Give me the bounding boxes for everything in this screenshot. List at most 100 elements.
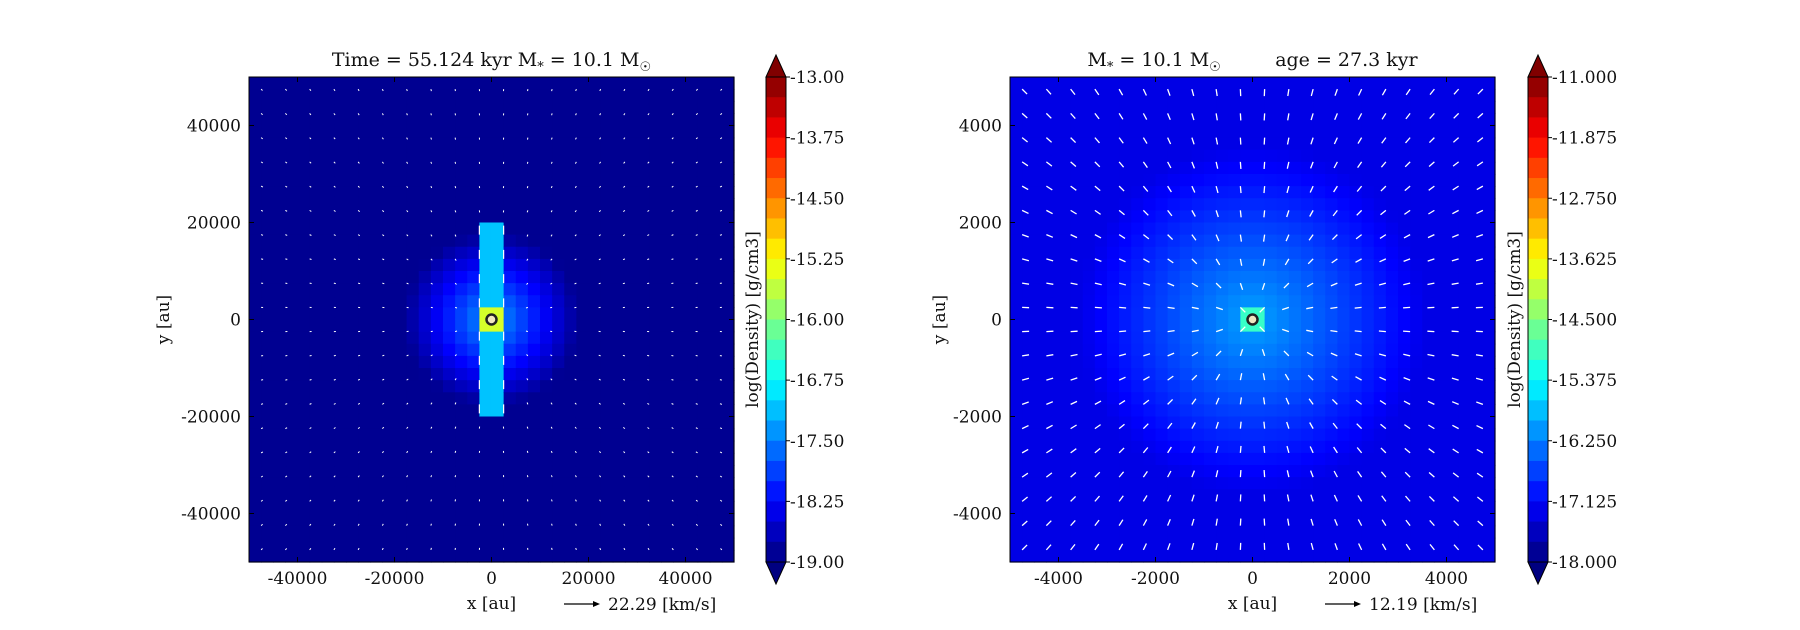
density-cell	[467, 271, 480, 284]
density-cell	[1107, 343, 1120, 357]
density-cell	[261, 258, 274, 272]
density-cell	[309, 452, 323, 466]
density-cell	[1107, 380, 1120, 393]
density-cell	[1458, 525, 1472, 539]
density-cell	[564, 392, 577, 405]
velocity-arrow	[1310, 137, 1314, 145]
density-cell	[406, 101, 420, 114]
density-cell	[1252, 537, 1266, 551]
density-cell	[370, 525, 383, 539]
density-cell	[1010, 222, 1023, 236]
density-cell	[1410, 161, 1423, 175]
velocity-arrow	[1333, 185, 1338, 193]
velocity-arrow	[647, 258, 650, 261]
density-cell	[1482, 295, 1496, 308]
velocity-arrow	[695, 499, 698, 502]
density-cell	[443, 440, 456, 454]
density-cell	[661, 416, 674, 430]
density-cell	[261, 525, 274, 539]
velocity-arrow	[309, 451, 312, 454]
density-cell	[721, 368, 735, 381]
density-cell	[588, 525, 602, 539]
density-cell	[588, 149, 602, 163]
density-cell	[709, 174, 723, 187]
density-cell	[479, 283, 493, 296]
density-cell	[309, 234, 323, 248]
density-cell	[1276, 125, 1290, 139]
density-cell	[1325, 343, 1338, 357]
density-cell	[1094, 149, 1108, 163]
density-cell	[1446, 319, 1460, 333]
density-cell	[1458, 380, 1472, 393]
density-cell	[1385, 101, 1399, 114]
density-cell	[1337, 89, 1351, 102]
density-cell	[624, 210, 638, 224]
velocity-arrow	[260, 113, 263, 116]
density-cell	[1313, 271, 1326, 284]
velocity-arrow	[333, 427, 336, 430]
density-cell	[321, 89, 335, 102]
y-tick-label: 0	[230, 311, 241, 331]
density-cell	[564, 513, 577, 527]
density-cell	[1337, 101, 1351, 114]
density-cell	[1022, 343, 1035, 357]
density-cell	[1034, 392, 1047, 405]
density-cell	[527, 186, 541, 199]
velocity-arrow	[1239, 210, 1242, 218]
density-cell	[394, 525, 408, 539]
density-cell	[527, 513, 541, 527]
velocity-arrow	[1333, 161, 1338, 169]
density-cell	[1276, 549, 1290, 563]
density-cell	[564, 198, 577, 211]
velocity-arrow	[1281, 328, 1290, 333]
density-cell	[285, 537, 299, 551]
density-cell	[1482, 198, 1496, 211]
density-cell	[1325, 380, 1338, 393]
density-cell	[430, 428, 444, 442]
velocity-arrow	[1094, 424, 1101, 430]
density-cell	[1058, 174, 1072, 187]
density-cell	[358, 113, 371, 127]
velocity-arrow	[1070, 472, 1077, 478]
velocity-arrow	[1358, 88, 1363, 96]
density-cell	[1034, 101, 1047, 114]
density-cell	[455, 525, 468, 539]
density-cell	[1410, 537, 1423, 551]
velocity-arrow	[1379, 258, 1387, 263]
velocity-arrow	[1309, 185, 1314, 193]
density-cell	[1216, 113, 1229, 127]
density-cell	[1373, 149, 1387, 163]
density-cell	[1010, 380, 1023, 393]
density-cell	[1349, 537, 1363, 551]
density-cell	[467, 440, 480, 454]
density-cell	[1179, 283, 1193, 296]
density-cell	[297, 368, 311, 381]
velocity-arrow	[1330, 352, 1338, 357]
density-cell	[1313, 101, 1326, 114]
density-cell	[540, 392, 553, 405]
colorbar-segment	[766, 481, 786, 502]
density-cell	[1301, 113, 1314, 127]
density-cell	[1228, 89, 1241, 102]
density-cell	[552, 258, 565, 272]
density-cell	[1143, 452, 1157, 466]
density-cell	[540, 283, 553, 296]
density-cell	[540, 161, 553, 175]
colorbar-segment	[766, 238, 786, 260]
density-cell	[309, 149, 323, 163]
velocity-arrow	[1477, 88, 1484, 95]
velocity-arrow	[575, 88, 577, 92]
density-cell	[503, 513, 517, 527]
density-cell	[564, 89, 577, 102]
density-cell	[394, 537, 408, 551]
density-cell	[649, 271, 662, 284]
density-cell	[624, 355, 638, 369]
density-cell	[540, 271, 553, 284]
density-cell	[1094, 174, 1108, 187]
density-cell	[479, 89, 493, 102]
density-cell	[1482, 101, 1496, 114]
density-cell	[1434, 271, 1448, 284]
density-cell	[455, 101, 468, 114]
density-cell	[1337, 222, 1351, 236]
velocity-arrow	[1452, 472, 1460, 478]
